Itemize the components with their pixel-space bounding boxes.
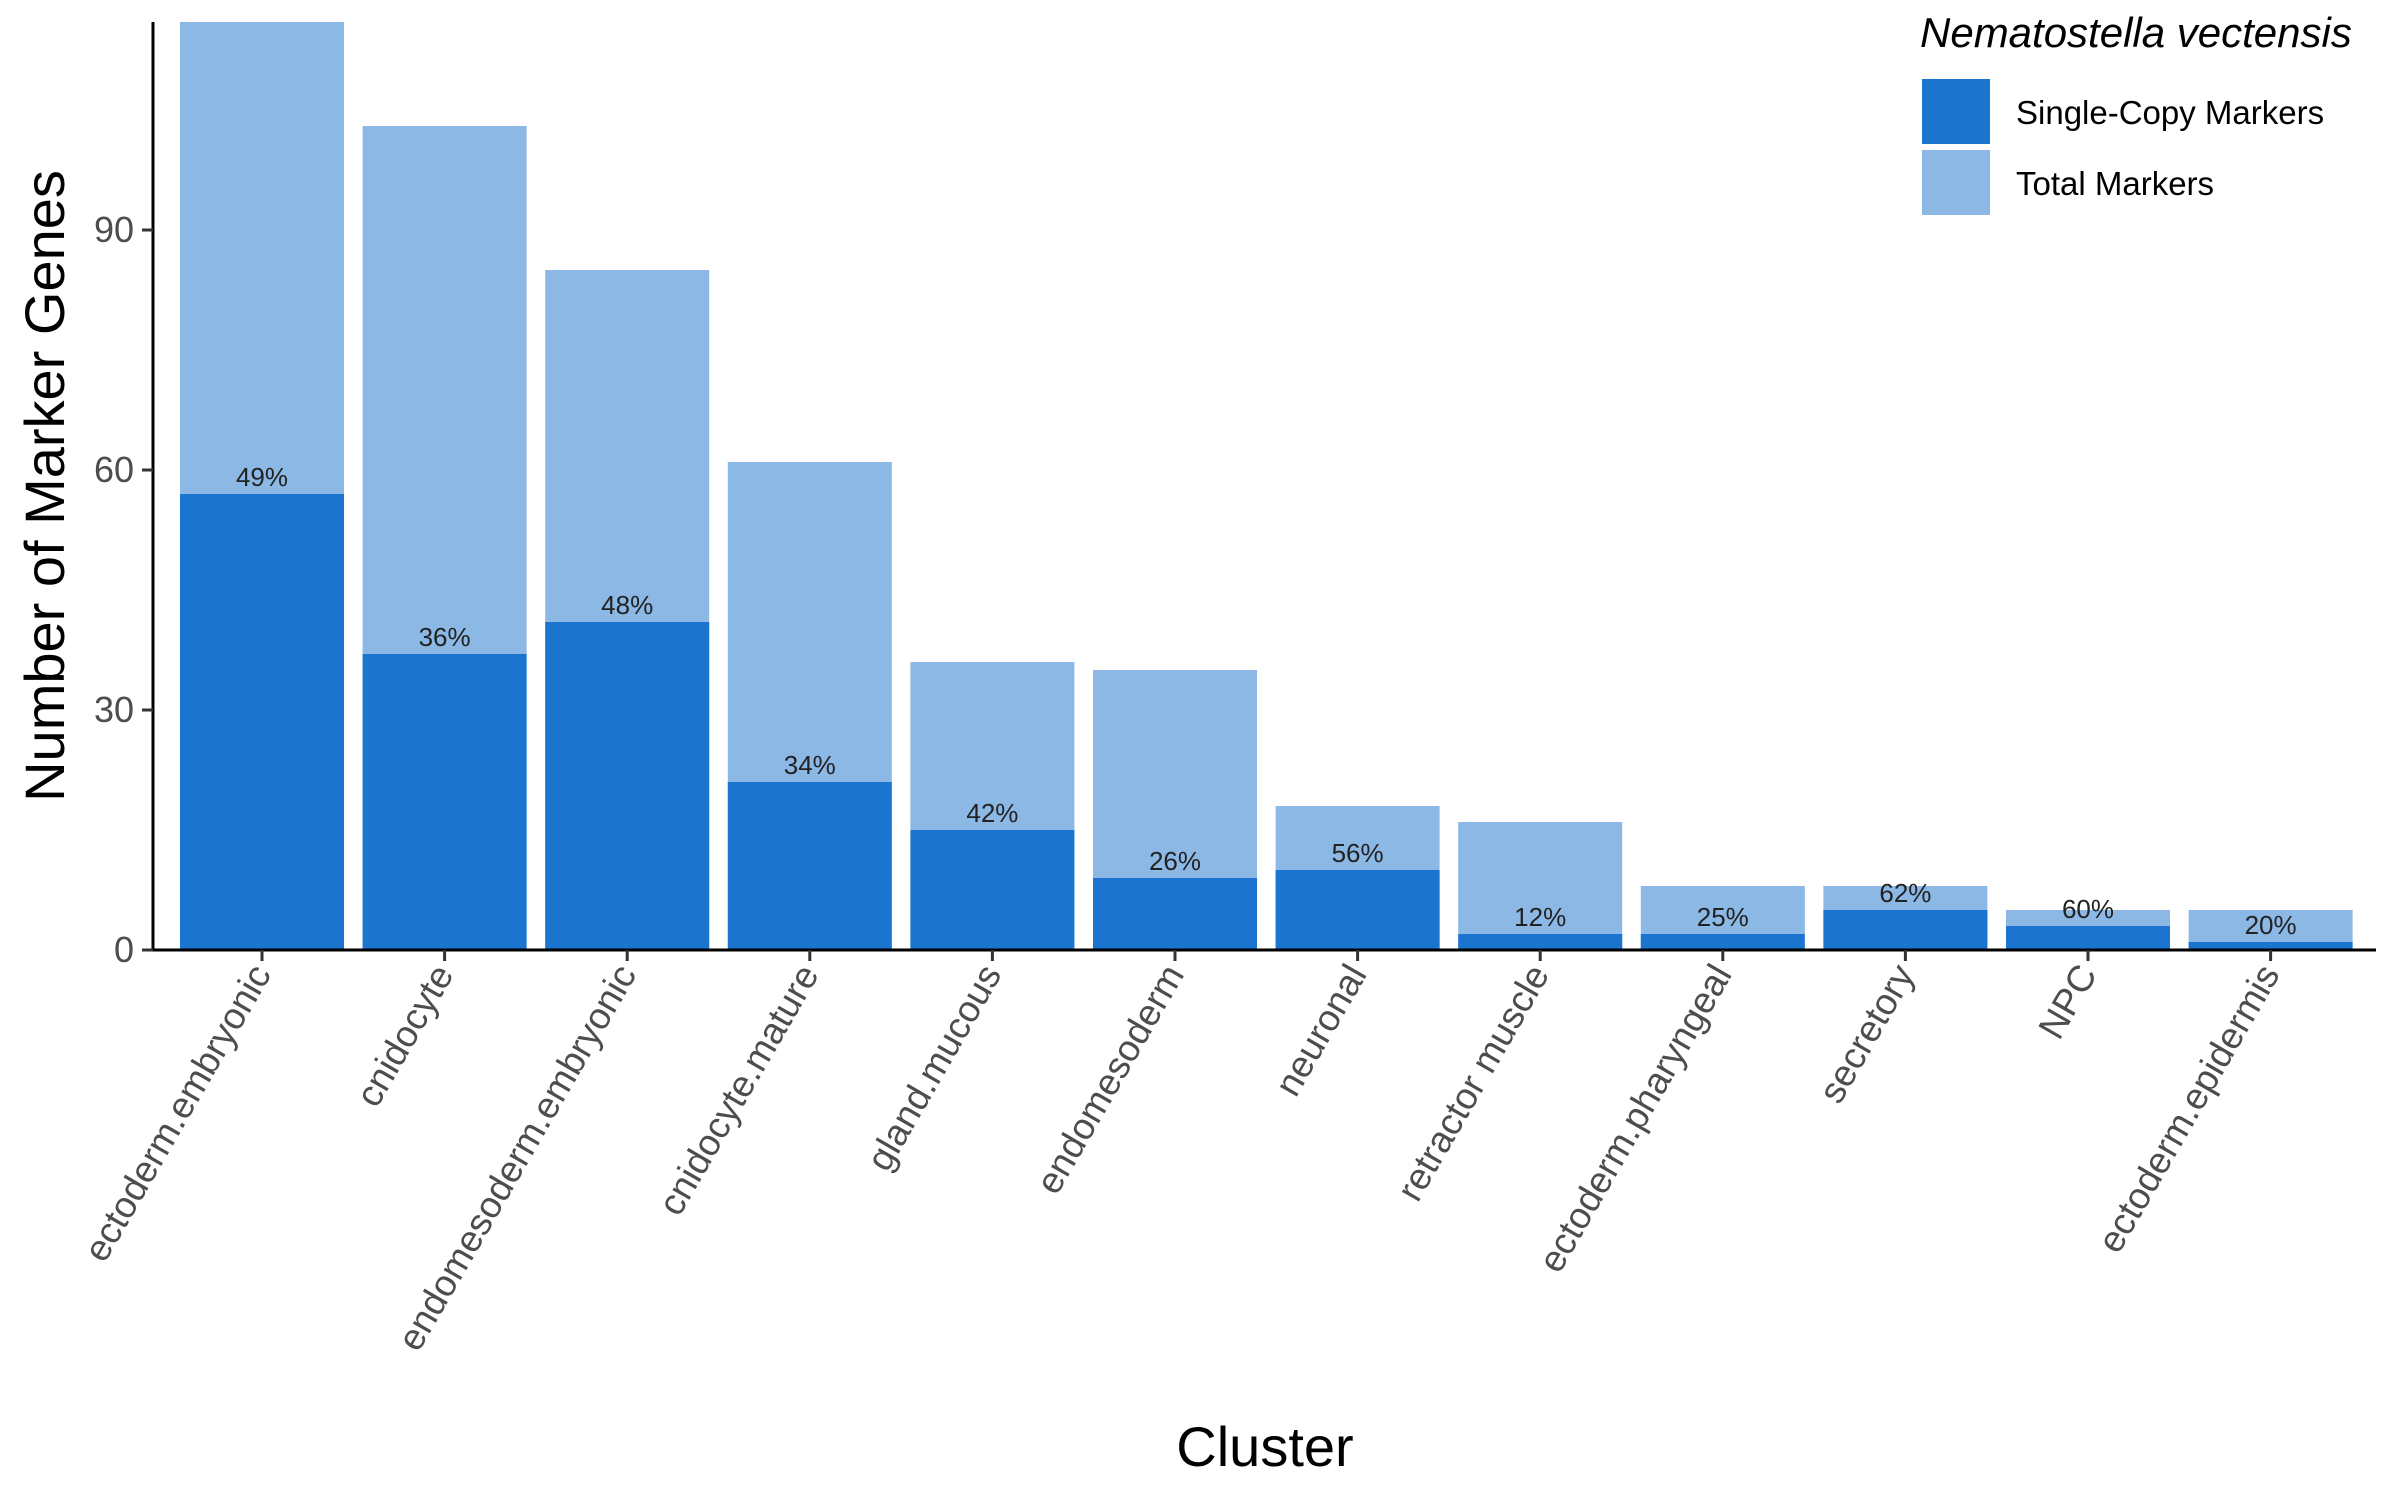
percent-label: 20% bbox=[2245, 910, 2297, 940]
x-axis-title: Cluster bbox=[1176, 1415, 1353, 1478]
x-axis-ticks: ectoderm.embryonic cnidocyteendomesoderm.… bbox=[76, 950, 2288, 1357]
percent-label: 42% bbox=[966, 798, 1018, 828]
legend: Nematostella vectensis Single-Copy Marke… bbox=[1920, 9, 2352, 215]
x-tick-label: ectoderm.embryonic bbox=[76, 958, 279, 1269]
percent-label: 56% bbox=[1332, 838, 1384, 868]
x-tick-label: retractor muscle bbox=[1389, 958, 1557, 1208]
bar-single-copy-markers bbox=[2188, 942, 2353, 950]
x-tick-label: secretory bbox=[1811, 957, 1923, 1110]
bar-single-copy-markers bbox=[910, 830, 1075, 950]
bar-single-copy-markers bbox=[1458, 934, 1623, 950]
bar-single-copy-markers bbox=[1093, 878, 1257, 950]
y-tick-label: 90 bbox=[94, 209, 134, 250]
legend-item-total-swatch bbox=[1922, 150, 1990, 215]
percent-label: 25% bbox=[1697, 902, 1749, 932]
bar-total-markers bbox=[1458, 822, 1623, 950]
y-axis-title: Number of Marker Genes bbox=[13, 170, 76, 802]
bar-single-copy-markers bbox=[545, 622, 710, 950]
data-labels: 49% 36% 48% 34% 42% 26% 56% 12% 25% 62% 60% 20% bbox=[236, 462, 2297, 940]
x-tick-label: gland.mucous bbox=[859, 958, 1010, 1178]
bar-single-copy-markers bbox=[2006, 926, 2170, 950]
bar-single-copy-markers bbox=[1640, 934, 1805, 950]
bar-single-copy-markers bbox=[727, 782, 892, 950]
bar-single-copy-markers bbox=[362, 654, 527, 950]
bar-single-copy-markers bbox=[1823, 910, 1988, 950]
percent-label: 62% bbox=[1879, 878, 1931, 908]
percent-label: 34% bbox=[784, 750, 836, 780]
bar-single-copy-markers bbox=[1275, 870, 1440, 950]
percent-label: 60% bbox=[2062, 894, 2114, 924]
legend-item-single-copy-label: Single-Copy Markers bbox=[2016, 94, 2324, 131]
bar-single-copy-markers bbox=[180, 494, 344, 950]
legend-item-total-label: Total Markers bbox=[2016, 165, 2214, 202]
legend-item-single-copy-swatch bbox=[1922, 79, 1990, 144]
percent-label: 12% bbox=[1514, 902, 1566, 932]
percent-label: 26% bbox=[1149, 846, 1201, 876]
y-tick-label: 0 bbox=[114, 929, 134, 970]
x-tick-label: ectoderm.epidermis bbox=[2090, 958, 2288, 1260]
percent-label: 36% bbox=[419, 622, 471, 652]
legend-title: Nematostella vectensis bbox=[1920, 9, 2352, 56]
y-tick-label: 30 bbox=[94, 689, 134, 730]
percent-label: 48% bbox=[601, 590, 653, 620]
x-tick-label: cnidocyte bbox=[348, 958, 462, 1114]
x-tick-label: neuronal bbox=[1267, 958, 1375, 1103]
x-tick-label: ectoderm.pharyngeal bbox=[1530, 958, 1739, 1280]
x-tick-label: NPC bbox=[2030, 958, 2105, 1046]
y-axis-ticks: 0 30 60 90 bbox=[94, 209, 153, 970]
single-copy-bars bbox=[180, 494, 2353, 950]
x-tick-label: endomesoderm bbox=[1028, 958, 1192, 1201]
y-tick-label: 60 bbox=[94, 449, 134, 490]
percent-label: 49% bbox=[236, 462, 288, 492]
x-tick-label: cnidocyte.mature bbox=[650, 958, 826, 1223]
